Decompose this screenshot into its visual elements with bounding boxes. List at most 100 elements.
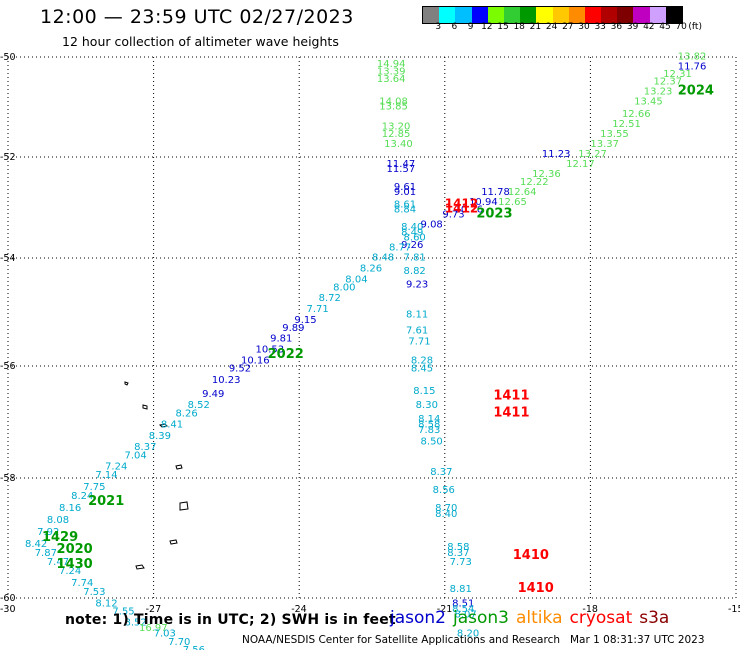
satellite-legend-item: jason3 <box>453 608 509 628</box>
wave-height-value: 8.37 <box>134 442 156 453</box>
color-swatch <box>601 7 618 23</box>
wave-height-value: 8.37 <box>430 467 452 478</box>
wave-height-value: 8.56 <box>433 485 455 496</box>
color-swatch <box>455 7 472 23</box>
footer-note: note: 1) Time is in UTC; 2) SWH is in fe… <box>65 612 396 628</box>
wave-height-value: 8.15 <box>413 386 435 397</box>
wave-height-value: 14.08 <box>379 97 408 108</box>
wave-height-value: 11.76 <box>678 62 707 73</box>
grid-lines <box>7 56 737 599</box>
wave-height-value: 9.26 <box>401 240 423 251</box>
wave-height-value: 7.55 <box>112 607 134 618</box>
color-level-label: 18 <box>513 22 525 32</box>
island-shape <box>175 464 183 470</box>
color-swatch <box>633 7 650 23</box>
wave-height-value: 8.37 <box>447 548 469 559</box>
wave-height-value: 9.61 <box>394 182 416 193</box>
satellite-legend-item: s3a <box>639 608 670 628</box>
color-swatch <box>649 7 666 23</box>
color-level-label: 24 <box>545 22 558 32</box>
credit-text: NOAA/NESDIS Center for Satellite Applica… <box>242 634 560 646</box>
island-shape <box>135 564 145 570</box>
wave-height-value: 8.81 <box>450 584 472 595</box>
color-level-label: 36 <box>610 22 623 32</box>
color-swatch <box>503 7 521 23</box>
pass-time-label: 2020 <box>57 542 93 557</box>
wave-height-value: 7.87 <box>35 548 57 559</box>
color-level-label: 70 <box>675 22 687 32</box>
pass-time-label: 1429 <box>42 530 78 545</box>
pass-time-label: 2022 <box>268 347 304 362</box>
lon-tick-label: -30 <box>0 604 16 615</box>
satellite-legend: jason2 jason3 altika cryosat s3a <box>390 608 676 628</box>
wave-height-value: 9.15 <box>294 315 316 326</box>
wave-height-value: 7.61 <box>406 326 428 337</box>
wave-height-value: 13.82 <box>678 52 707 63</box>
wave-height-value: 8.26 <box>360 264 382 275</box>
satellite-legend-item: altika <box>516 608 563 628</box>
color-level-label: 6 <box>451 22 458 32</box>
wave-height-value: 8.41 <box>161 420 183 431</box>
wave-height-value: 7.92 <box>37 527 59 538</box>
wave-height-value: 7.73 <box>450 557 472 568</box>
wave-height-value: 12.22 <box>520 177 549 188</box>
wave-height-value: 8.08 <box>47 515 69 526</box>
wave-height-value: 8.61 <box>394 200 416 211</box>
color-level-label: 39 <box>626 22 639 32</box>
wave-height-value: 13.27 <box>578 149 607 160</box>
lon-tick-label: -21 <box>437 604 453 615</box>
color-swatch <box>584 7 602 23</box>
wave-height-value: 7.74 <box>71 578 93 589</box>
island-outlines <box>124 381 189 570</box>
island-shape <box>179 501 189 511</box>
wave-height-value: 13.64 <box>377 74 406 85</box>
color-swatch <box>665 7 682 23</box>
wave-height-value: 8.30 <box>416 400 438 411</box>
lon-tick-label: -27 <box>146 604 162 615</box>
wave-height-value: 12.64 <box>508 187 537 198</box>
wave-height-value: 13.39 <box>377 67 406 78</box>
wave-height-value: 13.23 <box>644 87 673 98</box>
wave-height-value: 8.11 <box>406 309 428 320</box>
wave-height-value: 12.66 <box>622 109 651 120</box>
lat-tick-label: -58 <box>0 473 16 484</box>
wave-height-value: 10.53 <box>256 345 285 356</box>
wave-height-value: 8.52 <box>124 618 146 629</box>
satellite-legend-item: cryosat <box>569 608 633 628</box>
wave-height-value: 10.16 <box>241 355 270 366</box>
color-level-label: 12 <box>481 22 493 32</box>
color-level-label: 45 <box>659 22 671 32</box>
wave-height-value: 11.47 <box>387 159 416 170</box>
pass-time-label: 1411 <box>493 405 529 420</box>
wave-height-value: 8.42 <box>25 539 47 550</box>
pass-time-label: 2023 <box>476 207 512 222</box>
color-swatch <box>617 7 634 23</box>
color-swatch <box>423 7 440 23</box>
generation-timestamp: Mar 1 08:31:37 UTC 2023 <box>570 634 705 646</box>
wave-height-value: 9.08 <box>421 220 443 231</box>
island-shape <box>142 404 148 410</box>
wave-height-value: 13.55 <box>600 129 629 140</box>
wave-height-value: 7.03 <box>154 629 176 640</box>
wave-height-value: 11.78 <box>481 187 510 198</box>
wave-height-value: 14.94 <box>377 59 406 70</box>
wave-height-value: 11.57 <box>387 164 416 175</box>
lon-tick-label: -15 <box>728 604 740 615</box>
wave-height-value: 9.23 <box>406 280 428 291</box>
satellite-legend-item: jason2 <box>390 608 446 628</box>
wave-height-value: 8.40 <box>401 222 423 233</box>
wave-height-value: 11.23 <box>542 149 571 160</box>
wave-height-value: 8.60 <box>404 232 426 243</box>
color-level-label: 15 <box>497 22 509 32</box>
pass-time-label: 1410 <box>513 548 549 563</box>
color-swatch <box>536 7 553 23</box>
wave-height-value: 8.84 <box>394 205 416 216</box>
color-level-label: 3 <box>435 22 442 32</box>
lat-tick-label: -50 <box>0 52 16 63</box>
wave-height-value: 8.24 <box>71 491 93 502</box>
wave-height-value: 8.16 <box>59 503 81 514</box>
pass-time-label: 1430 <box>57 557 93 572</box>
island-shape <box>124 381 129 386</box>
